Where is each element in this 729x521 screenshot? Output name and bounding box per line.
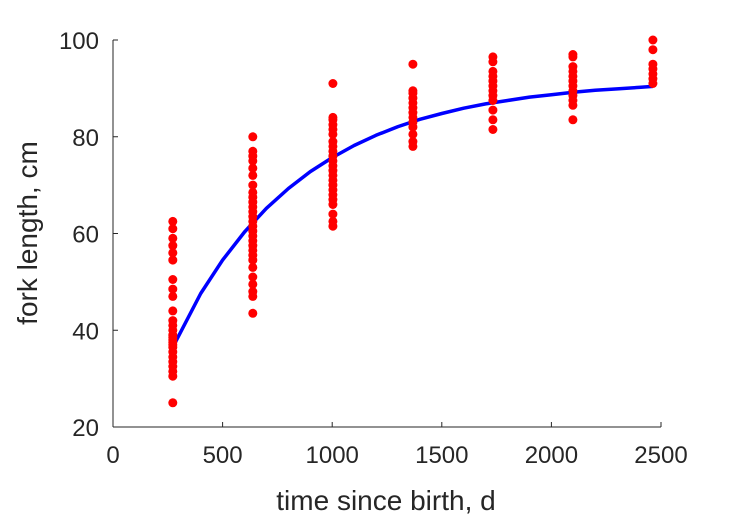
data-point — [248, 287, 258, 297]
y-tick-label: 20 — [72, 415, 99, 442]
x-tick-label: 1000 — [306, 442, 359, 469]
data-point — [488, 52, 498, 62]
data-point — [168, 233, 178, 243]
data-point — [328, 216, 338, 226]
data-point — [408, 86, 418, 96]
tick-labels-layer: 0 500 1000 1500 2000 2500 20 40 60 80 100 — [59, 28, 688, 469]
data-point — [648, 45, 658, 55]
data-point — [568, 115, 578, 125]
data-point — [168, 224, 178, 234]
y-tick-label: 80 — [72, 125, 99, 152]
data-point — [648, 59, 658, 69]
data-point — [488, 125, 498, 134]
data-point — [248, 132, 258, 142]
y-tick-label: 100 — [59, 28, 99, 55]
data-point — [248, 146, 258, 156]
data-point — [328, 79, 338, 88]
data-point — [488, 115, 498, 125]
x-tick-label: 500 — [203, 442, 243, 469]
axes — [112, 39, 662, 428]
data-point — [248, 187, 258, 197]
data-point — [408, 59, 418, 69]
data-point — [248, 163, 258, 173]
data-point — [168, 306, 178, 316]
data-point — [488, 105, 498, 115]
y-tick-label: 60 — [72, 222, 99, 249]
data-point — [168, 275, 178, 284]
data-point — [248, 170, 258, 180]
data-point — [408, 129, 418, 139]
x-tick-label: 0 — [106, 442, 119, 469]
data-point — [408, 137, 418, 147]
data-point — [328, 209, 338, 219]
fit-line-layer — [171, 84, 654, 349]
data-point — [488, 66, 498, 76]
data-point — [248, 180, 258, 190]
data-point — [168, 216, 178, 226]
data-point — [568, 50, 578, 59]
y-tick-label: 40 — [72, 318, 99, 345]
data-point — [168, 255, 178, 265]
data-point — [168, 248, 178, 258]
data-point — [168, 241, 178, 251]
data-point — [168, 316, 178, 326]
data-point — [168, 398, 178, 408]
x-tick-label: 1500 — [415, 442, 468, 469]
x-tick-label: 2000 — [525, 442, 578, 469]
data-point — [568, 62, 578, 72]
data-point — [168, 284, 178, 294]
data-point — [248, 262, 258, 272]
data-point — [328, 137, 338, 147]
data-point — [248, 279, 258, 289]
data-point — [328, 112, 338, 122]
data-point — [168, 291, 178, 301]
data-point — [648, 35, 658, 45]
fit-curve — [171, 84, 654, 349]
data-points-layer — [168, 35, 658, 408]
y-axis-label: fork length, cm — [12, 141, 43, 325]
x-tick-label: 2500 — [634, 442, 687, 469]
x-axis-label: time since birth, d — [276, 485, 495, 516]
data-point — [248, 272, 258, 282]
data-point — [248, 308, 258, 318]
